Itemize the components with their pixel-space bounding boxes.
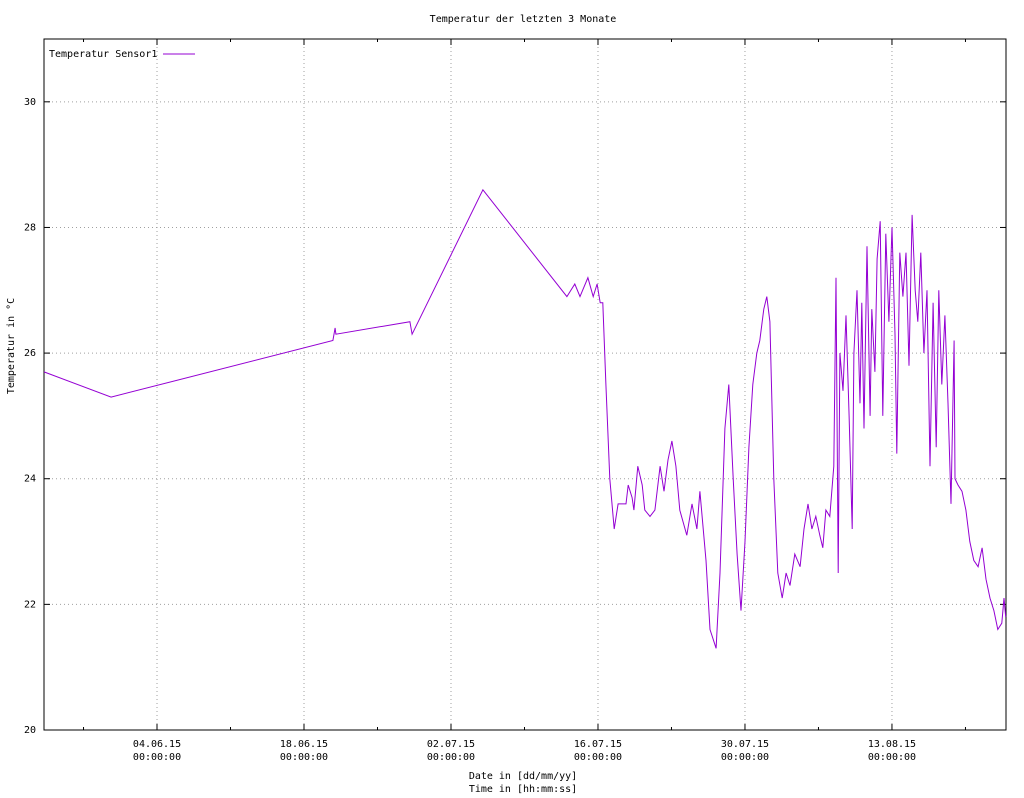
y-tick-label: 22 bbox=[24, 599, 36, 610]
y-tick-label: 30 bbox=[24, 97, 36, 108]
x-tick-label: 04.06.15 bbox=[133, 739, 181, 750]
y-tick-label: 20 bbox=[24, 725, 36, 736]
x-tick-label: 00:00:00 bbox=[133, 752, 181, 763]
x-axis-label: Date in [dd/mm/yy] bbox=[469, 771, 577, 782]
x-axis-label: Time in [hh:mm:ss] bbox=[469, 784, 577, 795]
x-tick-label: 18.06.15 bbox=[280, 739, 328, 750]
x-tick-label: 16.07.15 bbox=[574, 739, 622, 750]
legend-label: Temperatur Sensor1 bbox=[49, 49, 157, 60]
x-tick-label: 13.08.15 bbox=[868, 739, 916, 750]
y-axis-label: Temperatur in °C bbox=[6, 298, 17, 394]
data-line bbox=[43, 188, 1007, 649]
x-tick-label: 00:00:00 bbox=[280, 752, 328, 763]
chart-title: Temperatur der letzten 3 Monate bbox=[430, 14, 617, 25]
y-tick-label: 28 bbox=[24, 222, 36, 233]
x-tick-label: 02.07.15 bbox=[427, 739, 475, 750]
x-tick-label: 00:00:00 bbox=[427, 752, 475, 763]
y-tick-label: 26 bbox=[24, 348, 36, 359]
x-tick-label: 00:00:00 bbox=[721, 752, 769, 763]
x-tick-label: 30.07.15 bbox=[721, 739, 769, 750]
plot-border bbox=[43, 38, 1007, 731]
x-tick-label: 00:00:00 bbox=[868, 752, 916, 763]
x-tick-label: 00:00:00 bbox=[574, 752, 622, 763]
y-tick-label: 24 bbox=[24, 474, 36, 485]
